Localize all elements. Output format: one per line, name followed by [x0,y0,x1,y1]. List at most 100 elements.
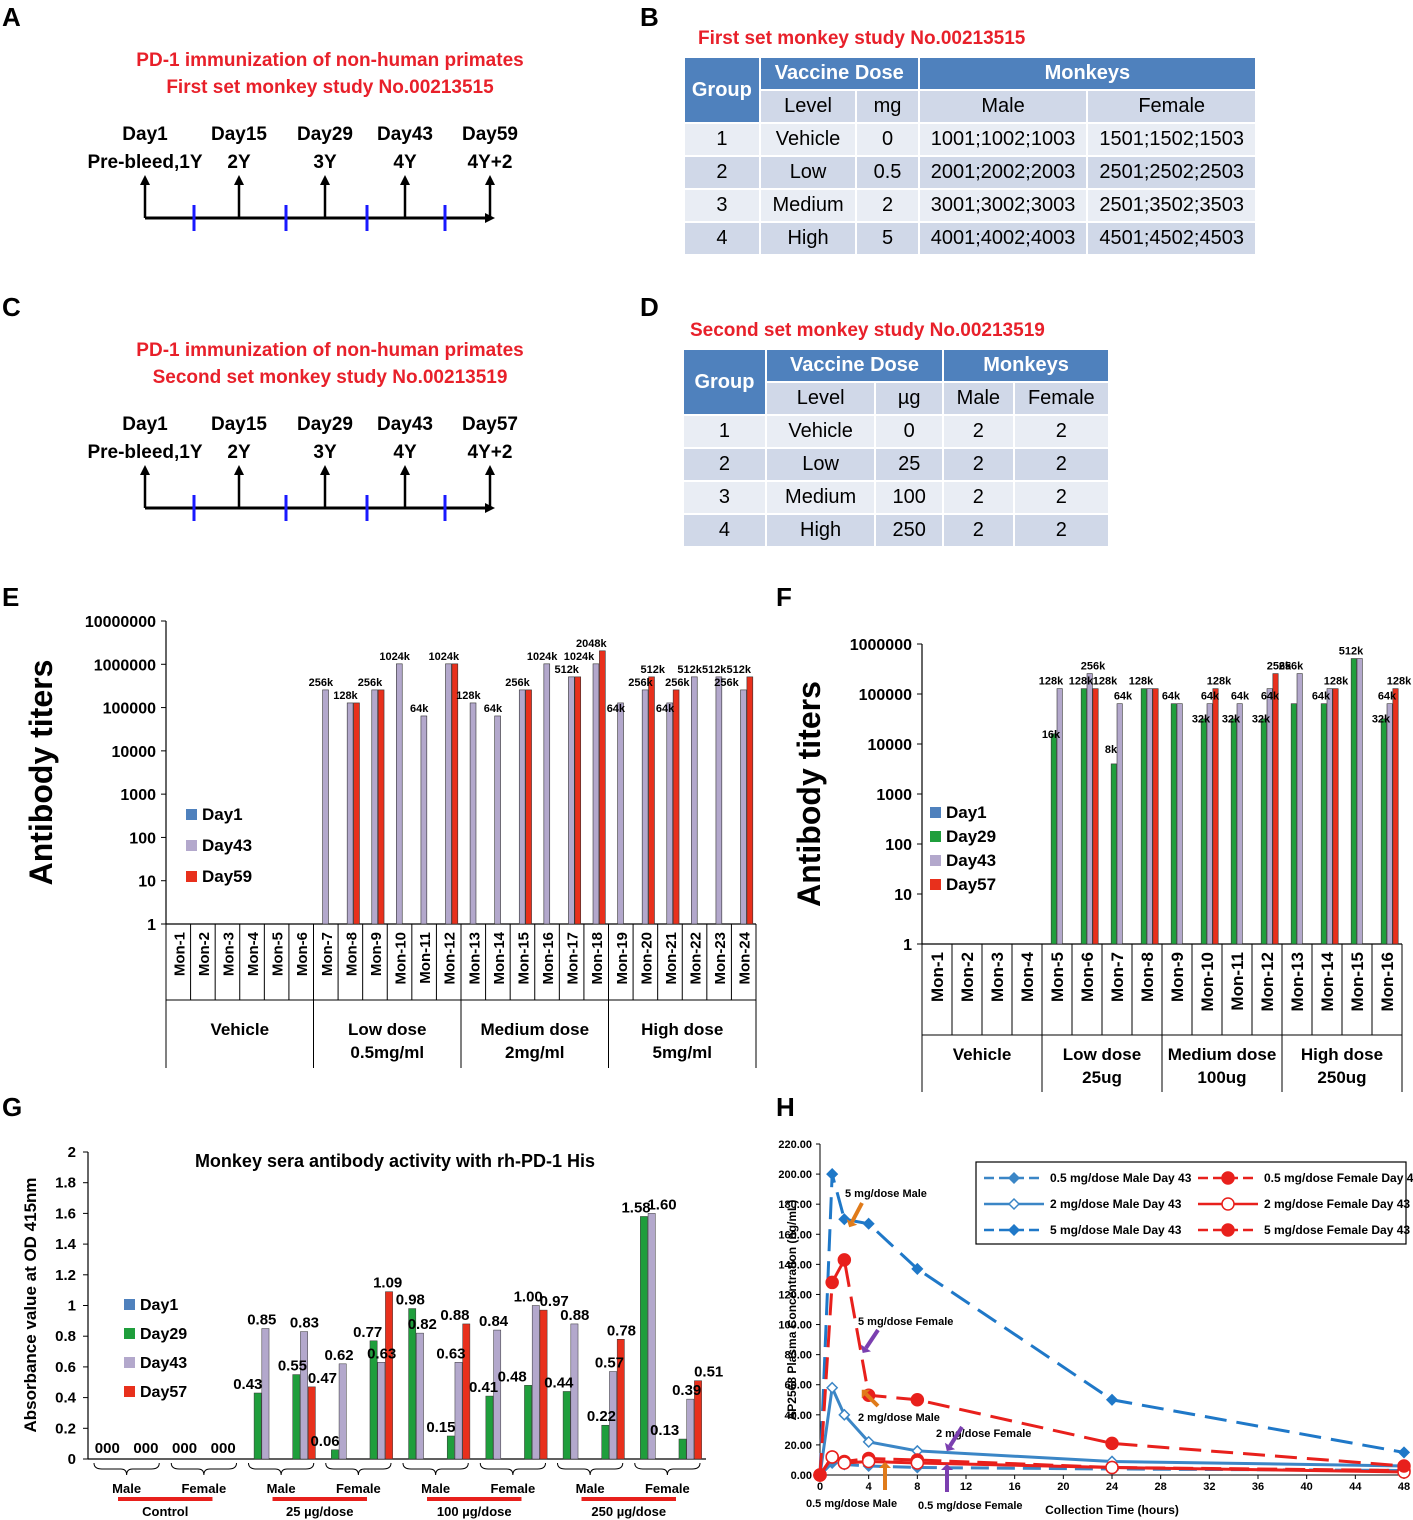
bar-value-label: 1.60 [647,1196,676,1213]
bar-day43 [740,689,747,925]
x-tick-label: 4 [866,1481,873,1493]
category-label: Mon-6 [294,932,311,976]
bar-value-label: 256k [1279,661,1304,673]
cell-group: 2 [683,155,761,190]
table-header-group: Group [683,56,761,124]
bar-day43 [371,689,378,925]
panel-b-table: Group Vaccine Dose Monkeys Level mg Male… [683,56,1258,256]
bar-value-label: 128k [1207,676,1232,688]
bar-value-label: 1.09 [373,1275,402,1292]
bar-value-label: 256k [665,677,690,689]
group-sublabel: 250ug [1317,1068,1366,1087]
bar-day29 [292,1374,301,1460]
panel-letter-e: E [2,582,20,612]
y-tick-label: 40.00 [784,1410,812,1422]
y-tick-label: 10000 [112,744,157,761]
panel-b-title: First set monkey study No.00213515 [698,28,1026,49]
y-tick-label: 1.4 [55,1236,77,1253]
y-tick-label: 60.00 [784,1380,812,1392]
annotation-label: 0.5 mg/dose Female [918,1500,1023,1512]
table-header-male: Male [942,381,1015,416]
bar-value-label: 128k [333,690,358,702]
legend-label: 2 mg/dose Female Day 43 [1264,1197,1410,1211]
bar-value-label: 0.55 [278,1358,307,1375]
bar-day59 [599,650,606,925]
legend-swatch [930,879,941,890]
point-marker [910,1456,925,1470]
legend-swatch [124,1386,135,1397]
bar-value-label: 64k [607,703,626,715]
bar-day43 [1266,688,1273,945]
x-tick-label: 8 [914,1481,920,1493]
group-label: 250 µg/dose [591,1504,666,1519]
category-label: Mon-17 [565,932,582,985]
y-tick-label: 1 [147,917,156,934]
x-tick-label: 44 [1349,1481,1362,1493]
y-tick-label: 140.00 [778,1259,812,1271]
legend-swatch [124,1357,135,1368]
bar-value-label: 64k [1201,691,1220,703]
bar-value-label: 0.62 [324,1347,353,1364]
x-tick-label: 0 [817,1481,823,1493]
point-marker [826,1381,839,1394]
bar-day29 [1140,688,1147,945]
cell-group: 3 [683,188,761,223]
cell-level: Vehicle [758,122,858,157]
cell-group: 4 [682,513,767,548]
legend-swatch [124,1328,135,1339]
legend-swatch [930,831,941,842]
bar-day29 [601,1424,610,1460]
bar-value-label: 256k [1081,661,1106,673]
bar-day43 [322,689,329,925]
legend-label: 2 mg/dose Male Day 43 [1050,1197,1182,1211]
zero-value-label: 000 [95,1440,120,1457]
bar-day43 [570,1323,579,1460]
legend-label: 0.5 mg/dose Male Day 43 [1050,1171,1192,1185]
bar-day43 [543,663,551,925]
bar-day43 [416,1332,424,1460]
bar-value-label: 0.57 [595,1355,624,1372]
timeline-day-label: Day29 [297,124,353,145]
table-row: 3 Medium 100 2 2 [682,480,1111,515]
table-header-female: Female [1012,381,1111,416]
sex-bracket [93,1462,160,1476]
bar-day43 [592,663,600,925]
timeline-bleed-label: Pre-bleed,1Y [87,442,202,463]
category-label: Mon-11 [417,932,434,984]
sex-label: Female [490,1481,535,1496]
cell-level: Medium [764,480,877,515]
y-tick-label: 0.8 [55,1328,76,1345]
point-marker [838,1408,851,1421]
y-tick-label: 1000000 [94,657,156,674]
cell-level: Low [758,155,858,190]
bar-day43 [1236,703,1243,945]
y-tick-label: 10 [894,887,912,904]
panel-a-title: PD-1 immunization of non-human primates … [90,50,570,99]
category-label: Mon-20 [638,932,655,985]
bar-value-label: 0.41 [469,1379,498,1396]
bar-day29 [253,1392,262,1460]
category-label: Mon-10 [1198,952,1217,1012]
bar-day43 [261,1328,270,1460]
category-label: Mon-4 [1018,951,1037,1002]
bar-day43 [1326,688,1333,945]
cell-female: 2 [1012,447,1111,482]
cell-dose: 0.5 [855,155,920,190]
bar-value-label: 0.51 [694,1364,723,1381]
point-marker [837,1456,852,1470]
bar-value-label: 8k [1105,744,1118,756]
bar-value-label: 64k [1114,691,1133,703]
bar-day43 [686,1398,695,1460]
y-tick-label: 100 [129,830,156,847]
bar-value-label: 64k [1162,691,1181,703]
cell-male: 2001;2002;2003 [917,155,1089,190]
category-label: Mon-2 [196,932,213,976]
point-marker [825,1450,839,1464]
y-tick-label: 0.2 [55,1420,76,1437]
table-header-monkeys: Monkeys [917,56,1258,91]
annotation-arrow-head [846,1219,858,1228]
x-tick-label: 36 [1252,1481,1264,1493]
x-axis-label: Collection Time (hours) [1045,1503,1179,1517]
y-tick-label: 220.00 [778,1139,812,1151]
